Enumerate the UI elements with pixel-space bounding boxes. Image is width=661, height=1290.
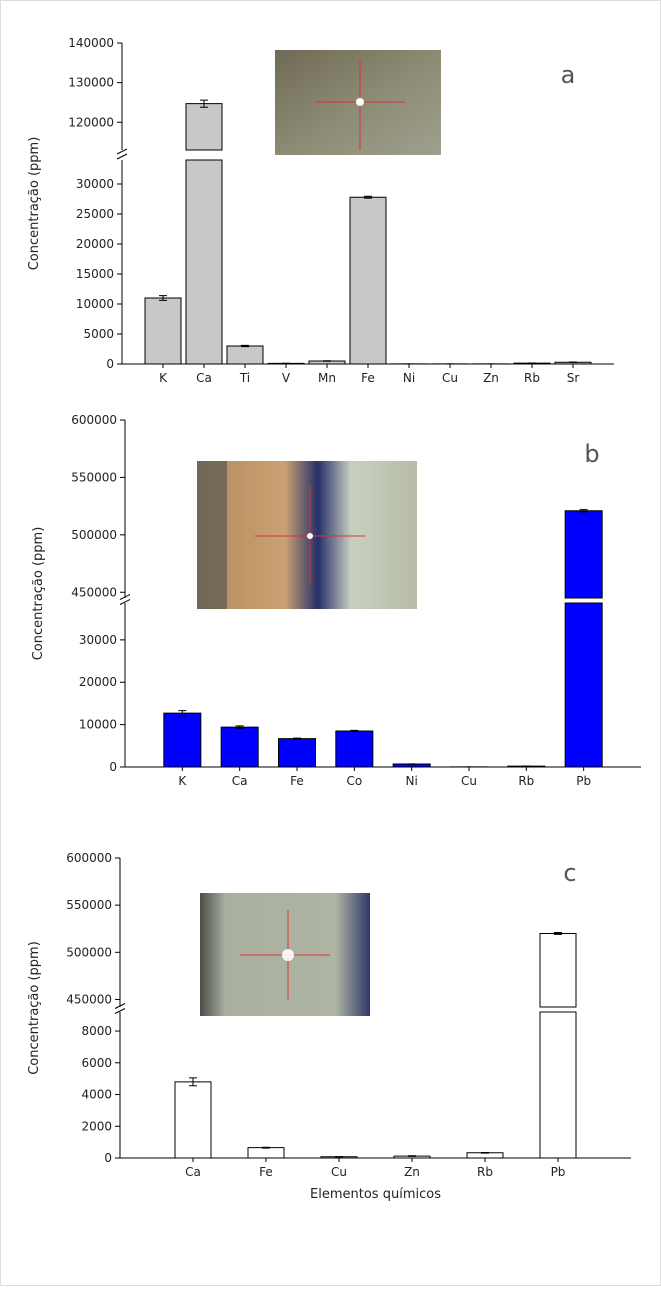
x-tick-label: Sr: [567, 371, 580, 385]
panel-label: c: [563, 859, 576, 887]
y-tick-label: 10000: [76, 297, 114, 311]
x-tick-label: Pb: [551, 1165, 566, 1179]
y-tick-label: 30000: [79, 633, 117, 647]
x-tick-label: Ca: [196, 371, 212, 385]
y-tick-label: 450000: [66, 992, 112, 1006]
y-tick-label: 550000: [71, 470, 117, 484]
x-tick-label: Cu: [442, 371, 458, 385]
x-tick-label: Rb: [477, 1165, 493, 1179]
y-axis-label: Concentração (ppm): [31, 527, 46, 661]
y-tick-label: 4000: [81, 1088, 112, 1102]
y-tick-label: 140000: [68, 36, 114, 50]
error-bar: [481, 1152, 489, 1153]
y-tick-label: 15000: [76, 267, 114, 281]
bar: [164, 713, 201, 767]
x-tick-label: Mn: [318, 371, 336, 385]
y-tick-label: 2000: [81, 1119, 112, 1133]
y-tick-label: 20000: [79, 675, 117, 689]
y-tick-label: 0: [104, 1151, 112, 1165]
y-tick-label: 550000: [66, 898, 112, 912]
y-tick-label: 130000: [68, 76, 114, 90]
x-tick-label: Fe: [259, 1165, 273, 1179]
y-tick-label: 120000: [68, 115, 114, 129]
x-tick-label: Ni: [403, 371, 415, 385]
error-bar: [323, 361, 331, 362]
x-tick-label: Zn: [404, 1165, 420, 1179]
x-tick-label: V: [282, 371, 291, 385]
x-tick-label: Pb: [576, 774, 591, 788]
x-tick-label: Ca: [185, 1165, 201, 1179]
bar: [565, 511, 602, 767]
bar: [350, 197, 386, 364]
bar: [279, 739, 316, 767]
x-tick-label: K: [159, 371, 168, 385]
y-tick-label: 600000: [71, 413, 117, 427]
x-tick-label: Cu: [331, 1165, 347, 1179]
x-tick-label: Rb: [524, 371, 540, 385]
bar: [186, 104, 222, 364]
bar: [336, 731, 373, 767]
y-tick-label: 20000: [76, 237, 114, 251]
bar: [145, 298, 181, 364]
photo-a: [275, 50, 441, 155]
y-tick-label: 30000: [76, 177, 114, 191]
y-axis-label: Concentração (ppm): [27, 137, 42, 271]
y-tick-label: 6000: [81, 1056, 112, 1070]
y-tick-label: 8000: [81, 1024, 112, 1038]
x-tick-label: Fe: [361, 371, 375, 385]
panel-label: a: [561, 61, 576, 89]
error-bar: [293, 738, 301, 739]
y-tick-label: 500000: [66, 945, 112, 959]
bar: [540, 933, 576, 1158]
bar: [175, 1082, 211, 1158]
y-tick-label: 25000: [76, 207, 114, 221]
y-tick-label: 0: [109, 760, 117, 774]
y-axis-label: Concentração (ppm): [27, 941, 42, 1075]
y-tick-label: 500000: [71, 528, 117, 542]
y-tick-label: 600000: [66, 851, 112, 865]
x-tick-label: Co: [346, 774, 362, 788]
panel-label: b: [584, 440, 599, 468]
x-tick-label: Ca: [232, 774, 248, 788]
bar: [221, 727, 258, 767]
x-tick-label: Ti: [239, 371, 250, 385]
error-bar: [408, 1156, 416, 1157]
x-tick-label: K: [178, 774, 187, 788]
error-bar: [262, 1147, 270, 1148]
y-tick-label: 5000: [83, 327, 114, 341]
y-tick-label: 0: [106, 357, 114, 371]
x-tick-label: Rb: [518, 774, 534, 788]
x-tick-label: Ni: [406, 774, 418, 788]
y-tick-label: 450000: [71, 585, 117, 599]
photo-b: [197, 461, 417, 609]
bar: [227, 346, 263, 364]
x-axis-label: Elementos químicos: [310, 1187, 441, 1202]
bar: [248, 1148, 284, 1158]
x-tick-label: Fe: [290, 774, 304, 788]
x-tick-label: Cu: [461, 774, 477, 788]
photo-c: [200, 893, 370, 1016]
x-tick-label: Zn: [483, 371, 499, 385]
y-tick-label: 10000: [79, 718, 117, 732]
